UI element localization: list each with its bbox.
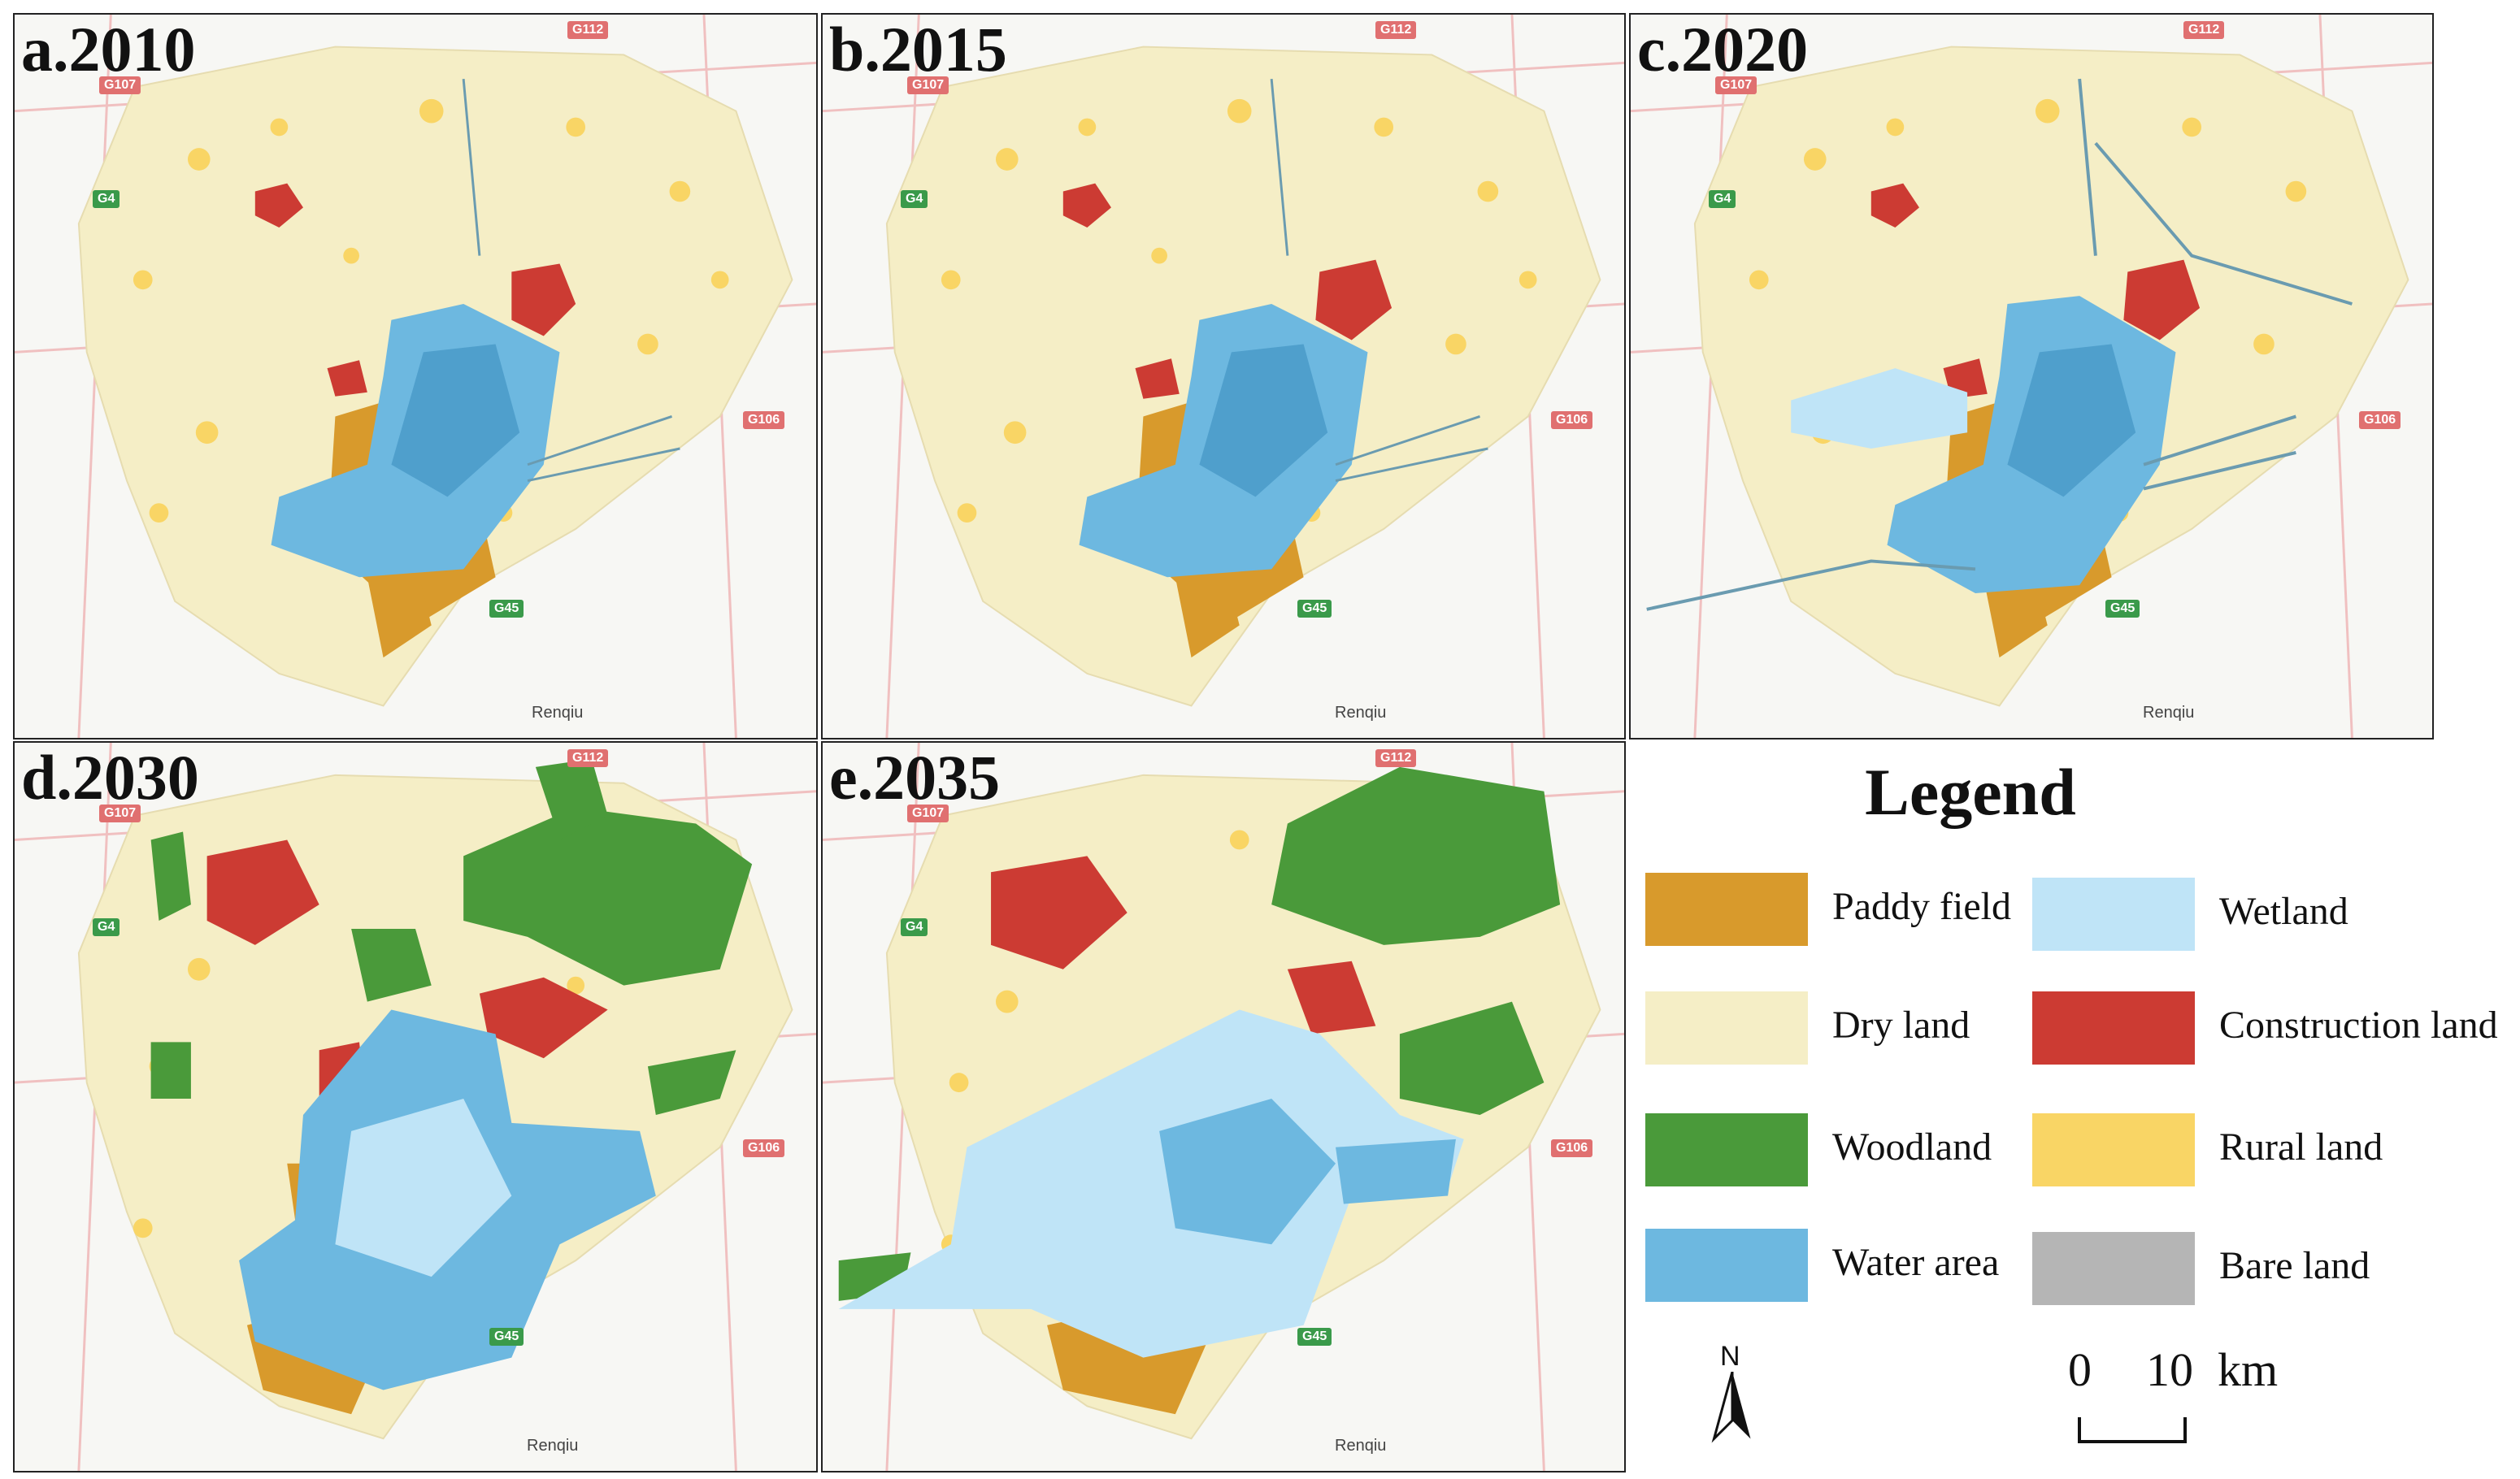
road-badge-g106: G106 [1551, 411, 1593, 429]
panel-label-2035: e.2035 [829, 742, 1001, 813]
panel-label-2030: d.2030 [21, 742, 199, 813]
legend-swatch [2032, 1113, 2195, 1186]
road-badge-g45: G45 [489, 1328, 524, 1346]
road-badge-g112: G112 [567, 21, 609, 39]
panel-label-2010: a.2010 [21, 14, 196, 85]
map-panel-2030: d.2030 G112 G107 G4 G106 G45 Renqiu [13, 741, 818, 1472]
road-badge-g106: G106 [2359, 411, 2401, 429]
road-badge-g112: G112 [1375, 749, 1417, 767]
scale-ten: 10 [2146, 1343, 2193, 1396]
legend-swatch [2032, 991, 2195, 1065]
legend-panel: Legend Paddy field Dry land Woodland Wat… [1629, 741, 2518, 1477]
north-arrow-icon [1711, 1372, 1751, 1443]
road-badge-g4: G4 [93, 190, 120, 208]
road-badge-g107: G107 [907, 76, 949, 94]
map-panel-2035: e.2035 G112 G107 G4 G106 G45 Renqiu [821, 741, 1626, 1472]
road-badge-g112: G112 [1375, 21, 1417, 39]
map-panel-2020: c.2020 G112 G107 G4 G106 G45 Renqiu [1629, 13, 2434, 740]
legend-label: Construction land [2219, 1004, 2498, 1047]
legend-label: Dry land [1832, 1004, 1970, 1047]
road-badge-g4: G4 [901, 918, 928, 936]
road-badge-g106: G106 [1551, 1139, 1593, 1157]
legend-label: Water area [1832, 1241, 2000, 1284]
town-label: Renqiu [1335, 704, 1387, 722]
legend-swatch [1645, 873, 1808, 946]
road-badge-g107: G107 [1715, 76, 1757, 94]
legend-title: Legend [1865, 755, 2076, 829]
road-badge-g45: G45 [489, 600, 524, 618]
road-badge-g45: G45 [1297, 600, 1332, 618]
town-label: Renqiu [1335, 1437, 1387, 1455]
legend-label: Rural land [2219, 1126, 2383, 1169]
legend-label: Wetland [2219, 890, 2348, 933]
road-badge-g107: G107 [99, 76, 141, 94]
panel-label-2020: c.2020 [1637, 14, 1809, 85]
map-2035 [823, 743, 1624, 1471]
legend-swatch [2032, 1232, 2195, 1305]
map-2015 [823, 15, 1624, 738]
legend-label: Woodland [1832, 1126, 1992, 1169]
panel-label-2015: b.2015 [829, 14, 1007, 85]
town-label: Renqiu [532, 704, 584, 722]
road-badge-g106: G106 [743, 1139, 785, 1157]
map-panel-2015: b.2015 G112 G107 G4 G106 G45 Renqiu [821, 13, 1626, 740]
map-panel-2010: a.2010 G112 G107 G4 G106 G45 Renqiu [13, 13, 818, 740]
scale-unit: km [2218, 1343, 2279, 1396]
road-badge-g4: G4 [93, 918, 120, 936]
road-badge-g45: G45 [2105, 600, 2140, 618]
town-label: Renqiu [527, 1437, 579, 1455]
legend-label: Bare land [2219, 1244, 2370, 1287]
legend-label: Paddy field [1832, 885, 2011, 928]
scale-bar-line [2078, 1417, 2187, 1443]
legend-swatch [2032, 878, 2195, 951]
road-badge-g4: G4 [1709, 190, 1736, 208]
road-badge-g45: G45 [1297, 1328, 1332, 1346]
scale-bar: 0 10 km [2068, 1342, 2328, 1456]
legend-swatch [1645, 1229, 1808, 1302]
road-badge-g4: G4 [901, 190, 928, 208]
map-2020 [1631, 15, 2432, 738]
map-2010 [15, 15, 816, 738]
road-badge-g107: G107 [99, 805, 141, 822]
north-label: N [1720, 1341, 1740, 1372]
road-badge-g112: G112 [2183, 21, 2225, 39]
legend-swatch [1645, 1113, 1808, 1186]
town-label: Renqiu [2143, 704, 2195, 722]
road-badge-g112: G112 [567, 749, 609, 767]
scale-zero: 0 [2068, 1343, 2092, 1396]
road-badge-g107: G107 [907, 805, 949, 822]
legend-swatch [1645, 991, 1808, 1065]
road-badge-g106: G106 [743, 411, 785, 429]
map-2030 [15, 743, 816, 1471]
